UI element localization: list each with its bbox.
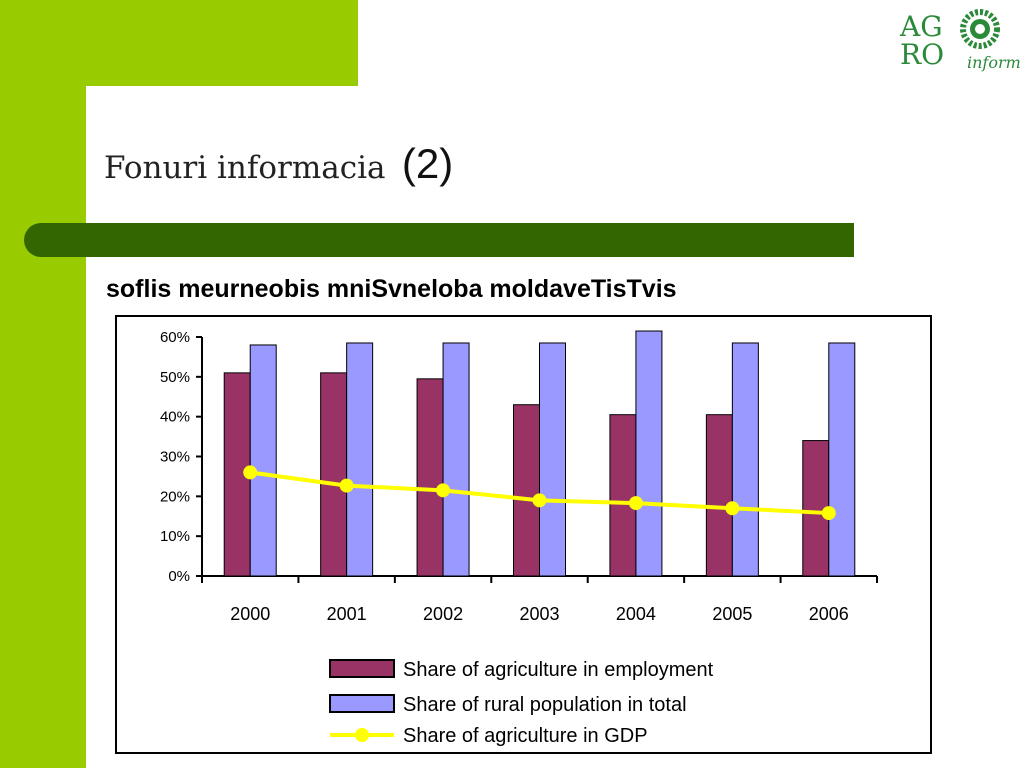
logo-text-ag: AG — [899, 10, 943, 43]
chart: 0% 10% 20% 30% 40% 50% 60% 2000 2001 2002 2003 200… — [160, 329, 878, 747]
y-tick-label: 0% — [168, 568, 190, 585]
gdp-point — [436, 483, 451, 498]
legend-swatch-gdp-point — [355, 728, 369, 742]
bar-employment — [416, 378, 444, 577]
bar-rural-population — [635, 330, 663, 577]
logo-text-inform: inform — [967, 53, 1021, 72]
bar-rural-population — [828, 342, 856, 577]
y-tick-label: 10% — [160, 528, 190, 545]
agroinform-logo: AG RO inform — [899, 9, 1021, 72]
chart-frame: 0% 10% 20% 30% 40% 50% 60% 2000 2001 2002 2003 200… — [115, 315, 932, 754]
legend-swatch-employment — [329, 659, 395, 678]
green-left-stripe — [0, 0, 86, 768]
y-tick-label: 30% — [160, 449, 190, 466]
divider-bar — [24, 223, 854, 257]
y-tick-label: 50% — [160, 369, 190, 386]
bar-rural-population — [249, 344, 277, 577]
gdp-point — [243, 465, 258, 480]
x-tick-label: 2001 — [327, 604, 367, 624]
y-tick-label: 20% — [160, 488, 190, 505]
y-tick-label: 60% — [160, 329, 190, 346]
gdp-point — [532, 493, 547, 508]
bar-rural-population — [442, 342, 470, 577]
slide-title: Fonuri informacia (2) — [104, 140, 453, 188]
bar-rural-population — [731, 342, 759, 577]
bar-employment — [705, 414, 733, 577]
y-tick-label: 40% — [160, 409, 190, 426]
slide-title-text: Fonuri informacia — [104, 150, 386, 186]
x-tick-label: 2004 — [616, 604, 656, 624]
legend-swatch-rural-population — [329, 694, 395, 713]
legend-label: Share of agriculture in employment — [403, 659, 714, 681]
bar-rural-population — [346, 342, 374, 577]
bar-employment — [609, 414, 637, 577]
gdp-point — [821, 506, 836, 521]
x-tick-label: 2006 — [809, 604, 849, 624]
legend-label: Share of rural population in total — [403, 694, 687, 716]
bar-employment — [320, 372, 348, 577]
logo-text-ro: RO — [900, 38, 944, 71]
x-tick-label: 2000 — [230, 604, 270, 624]
x-tick-label: 2003 — [519, 604, 559, 624]
x-tick-label: 2005 — [712, 604, 752, 624]
legend-label: Share of agriculture in GDP — [403, 725, 648, 747]
gdp-point — [628, 496, 643, 511]
x-tick-label: 2002 — [423, 604, 463, 624]
gdp-point — [725, 501, 740, 516]
sunflower-icon — [960, 9, 1000, 49]
chart-title: soflis meurneobis mniSvneloba moldaveTis… — [106, 275, 677, 303]
gdp-point — [339, 478, 354, 493]
slide-title-number: (2) — [401, 140, 454, 187]
bar-employment — [513, 404, 540, 577]
bar-rural-population — [539, 342, 566, 577]
